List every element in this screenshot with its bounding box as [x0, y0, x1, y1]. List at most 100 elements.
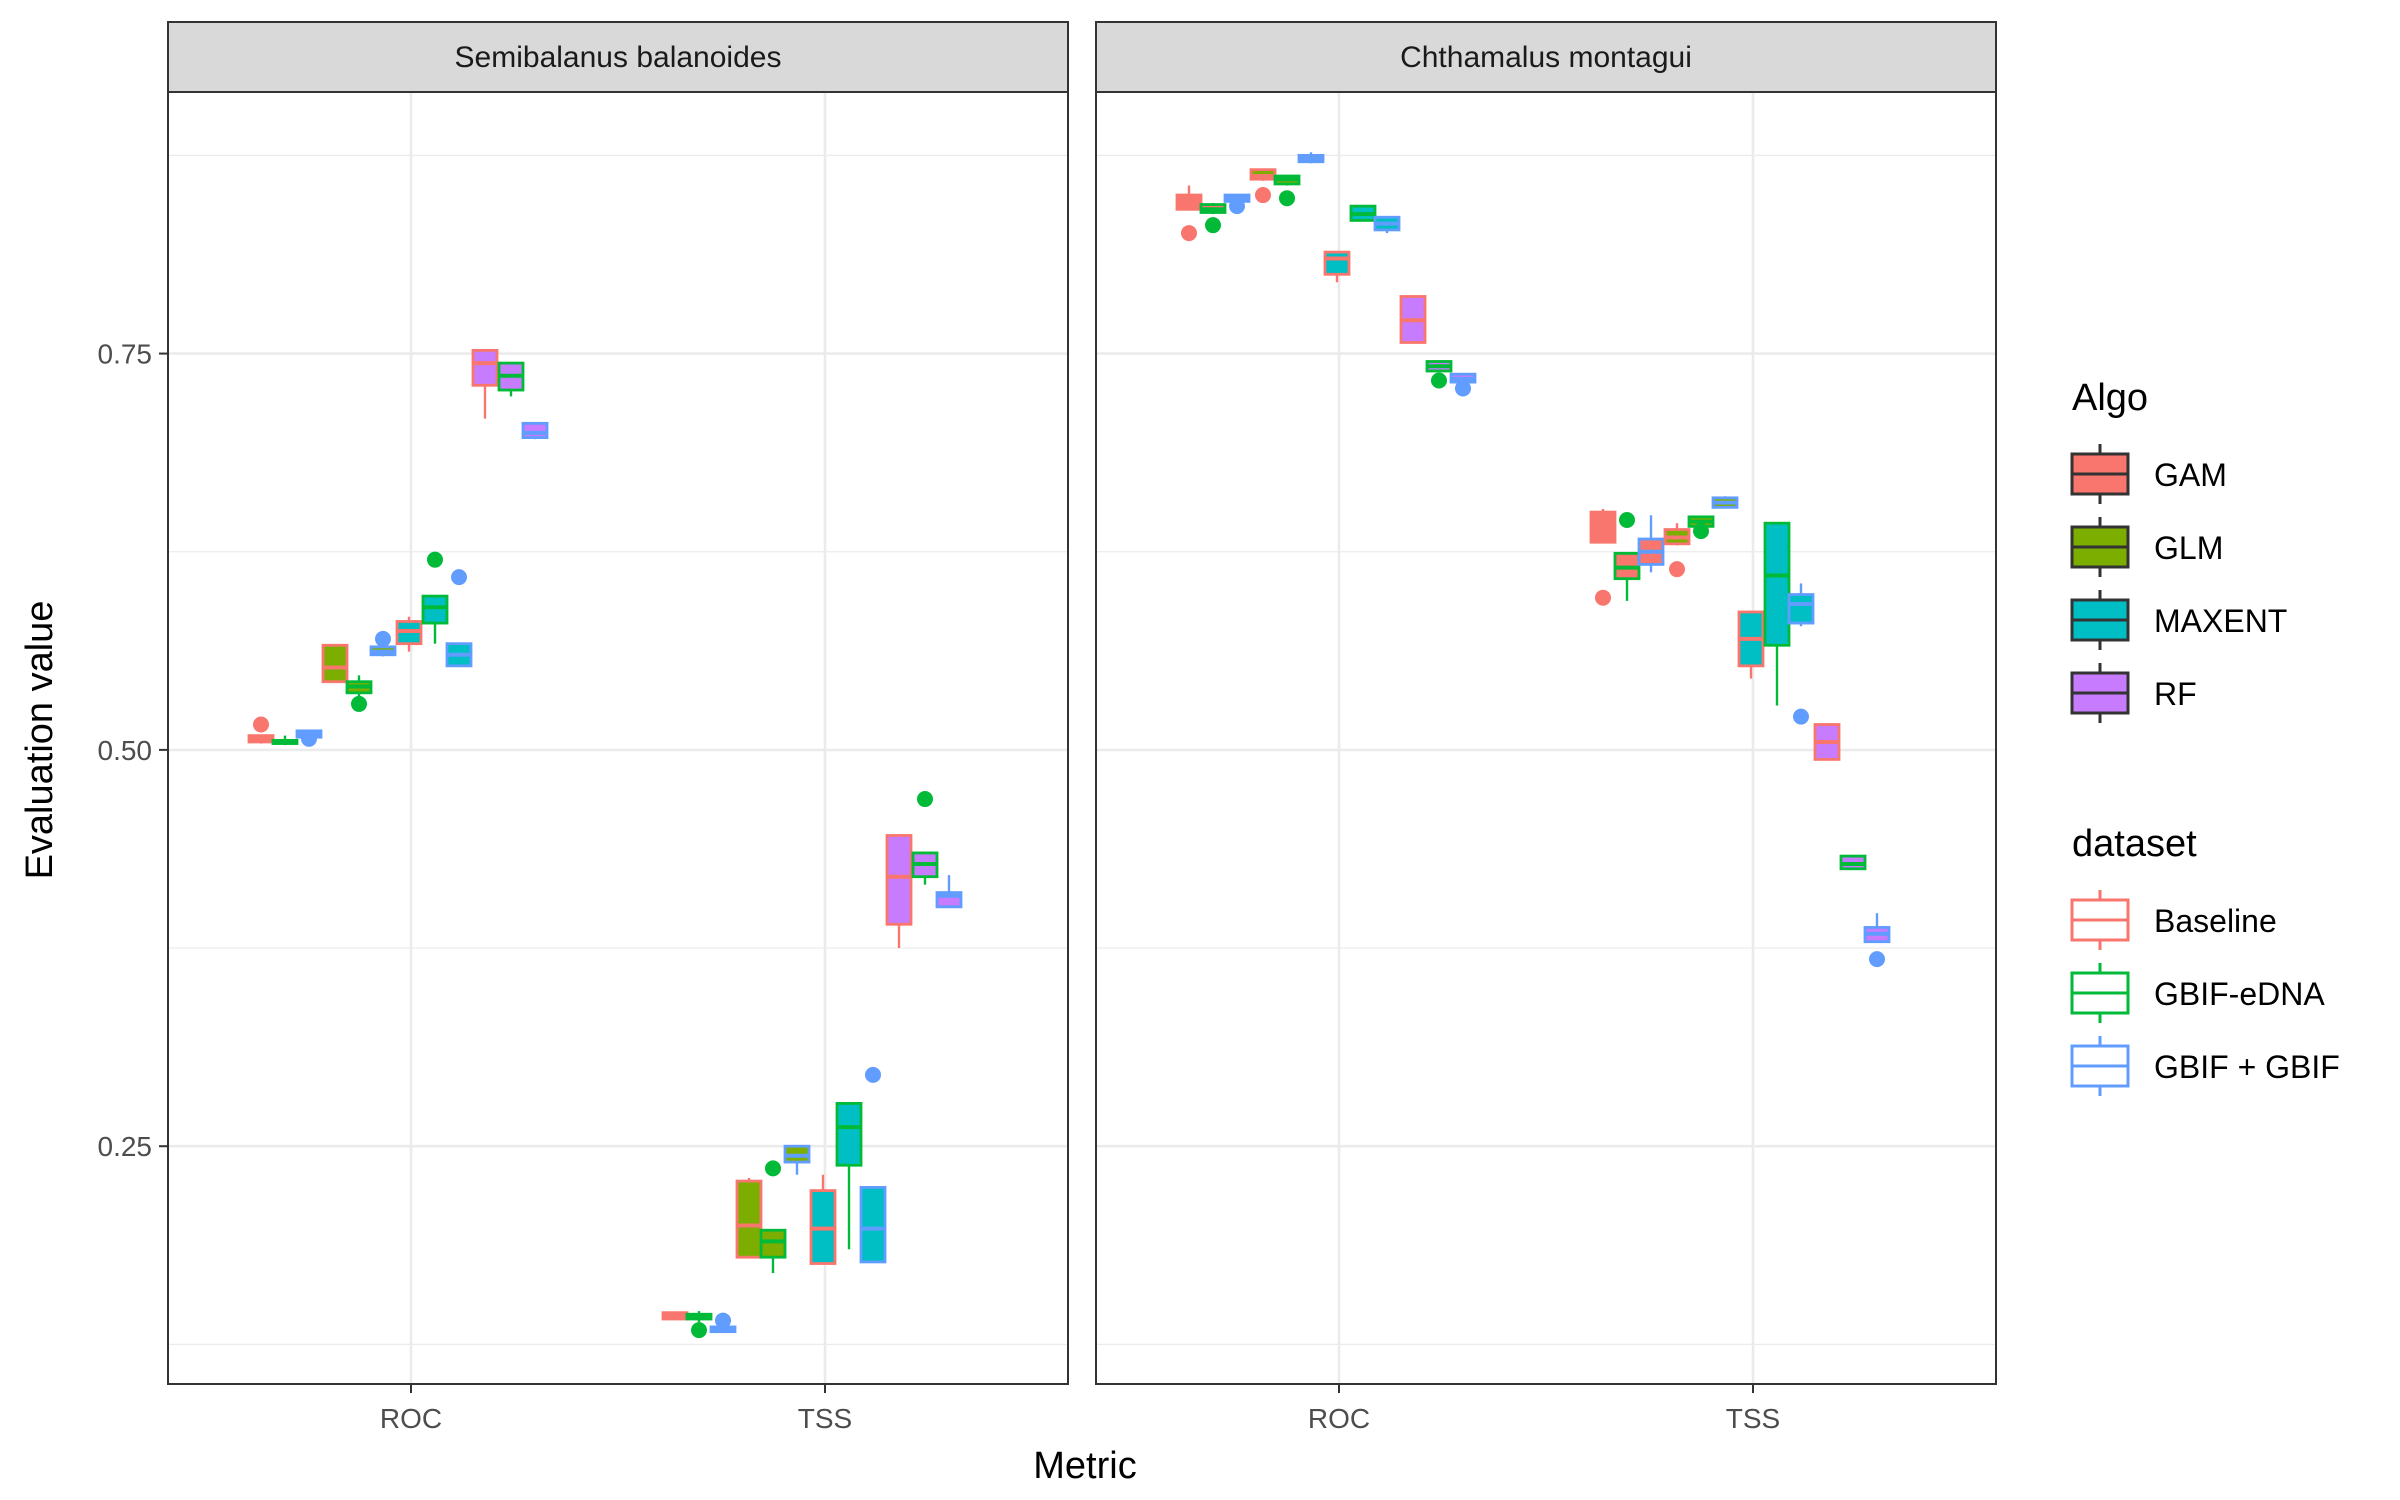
- box-roc-glm-baseline: [321, 643, 349, 684]
- legend-item-baseline: Baseline: [2070, 890, 2277, 950]
- box-tss-glm-gbif-gbif: [783, 1144, 811, 1175]
- panel-2: Chthamalus montagui ROC TSS: [1095, 21, 1997, 1434]
- box-tss-rf-baseline: [885, 834, 913, 949]
- strip-background: [167, 21, 1069, 93]
- box-roc-maxent-gbif-gbif: [445, 569, 473, 668]
- box-tss-rf-gbif-edna: [1839, 854, 1867, 871]
- box-outlier: [1205, 217, 1221, 234]
- box-roc-rf-gbif-edna: [497, 361, 525, 397]
- y-axis-title: Evaluation value: [19, 601, 61, 880]
- box-outlier: [1455, 380, 1471, 397]
- box-roc-maxent-gbif-edna: [421, 551, 449, 644]
- box-body: [421, 594, 449, 625]
- box-body: [1787, 593, 1815, 625]
- x-tick-label: TSS: [798, 1403, 852, 1434]
- y-tick-label: 0.25: [98, 1131, 153, 1162]
- legend-label: GBIF + GBIF: [2154, 1049, 2340, 1085]
- legend-label: MAXENT: [2154, 603, 2287, 639]
- box-roc-glm-gbif-gbif: [1297, 152, 1325, 164]
- box-outlier: [1595, 589, 1611, 606]
- panels-layer: Semibalanus balanoides ROC TSS 0.25 0.50 0.75…: [98, 21, 1997, 1434]
- box-tss-glm-baseline: [735, 1177, 763, 1259]
- box-outlier: [1255, 187, 1271, 204]
- box-roc-maxent-gbif-edna: [1349, 204, 1377, 222]
- box-tss-glm-baseline: [1663, 523, 1691, 578]
- y-tick-label: 0.75: [98, 339, 153, 370]
- box-tss-maxent-gbif-gbif: [1787, 583, 1815, 725]
- box-outlier: [765, 1160, 781, 1177]
- box-roc-rf-gbif-gbif: [1449, 372, 1477, 397]
- legend-label: GBIF-eDNA: [2154, 976, 2325, 1012]
- box-roc-gam-gbif-gbif: [295, 729, 323, 747]
- legend-item-rf: RF: [2070, 663, 2197, 723]
- panel-1: Semibalanus balanoides ROC TSS 0.25 0.50 0.75: [98, 21, 1069, 1434]
- legend: Algo GAM GLM MAXENT RF dataset Baseline GBIF…: [2070, 377, 2340, 1096]
- box-roc-maxent-baseline: [1323, 250, 1351, 283]
- strip-title: Semibalanus balanoides: [455, 41, 782, 74]
- box-outlier: [1229, 198, 1245, 215]
- box-body: [735, 1179, 763, 1259]
- legend-title-dataset: dataset: [2072, 823, 2197, 865]
- box-body: [859, 1186, 887, 1264]
- box-body: [1323, 250, 1351, 276]
- box-roc-glm-baseline: [1249, 168, 1277, 204]
- box-roc-rf-baseline: [471, 348, 499, 419]
- box-roc-rf-baseline: [1399, 295, 1427, 344]
- legend-item-gbif-gbif: GBIF + GBIF: [2070, 1036, 2340, 1096]
- box-outlier: [351, 695, 367, 712]
- box-roc-rf-gbif-gbif: [521, 421, 549, 440]
- panel-border: [1095, 91, 1997, 1385]
- box-roc-gam-baseline: [247, 716, 275, 744]
- panel-border: [167, 91, 1069, 1385]
- box-roc-rf-gbif-edna: [1425, 360, 1453, 389]
- box-outlier: [253, 716, 269, 733]
- box-tss-rf-gbif-edna: [911, 791, 939, 885]
- box-outlier: [917, 791, 933, 808]
- box-roc-gam-baseline: [1175, 185, 1203, 242]
- y-tick-label: 0.50: [98, 735, 153, 766]
- box-tss-gam-gbif-gbif: [1637, 515, 1665, 573]
- plot-background: [1096, 92, 1996, 1384]
- box-outlier: [1431, 372, 1447, 389]
- x-tick-label: ROC: [380, 1403, 442, 1434]
- box-outlier: [715, 1312, 731, 1329]
- box-roc-gam-gbif-edna: [271, 735, 299, 746]
- box-tss-maxent-gbif-edna: [1763, 521, 1791, 706]
- box-tss-gam-baseline: [1589, 508, 1617, 606]
- box-outlier: [1181, 225, 1197, 242]
- box-tss-gam-gbif-gbif: [709, 1312, 737, 1334]
- box-outlier: [1619, 512, 1635, 529]
- box-outlier: [427, 551, 443, 568]
- legend-label: GLM: [2154, 530, 2223, 566]
- legend-item-maxent: MAXENT: [2070, 590, 2287, 650]
- box-tss-glm-gbif-edna: [759, 1160, 787, 1274]
- x-tick-label: TSS: [1726, 1403, 1780, 1434]
- box-tss-gam-baseline: [661, 1311, 689, 1321]
- box-body: [1763, 521, 1791, 647]
- legend-label: Baseline: [2154, 903, 2277, 939]
- box-body: [1589, 510, 1617, 544]
- box-tss-rf-baseline: [1813, 723, 1841, 761]
- box-tss-glm-gbif-edna: [1687, 515, 1715, 540]
- legend-item-glm: GLM: [2070, 517, 2223, 577]
- legend-dataset-items: Baseline GBIF-eDNA GBIF + GBIF: [2070, 890, 2340, 1096]
- box-roc-maxent-baseline: [395, 616, 423, 652]
- box-outlier: [1793, 708, 1809, 725]
- box-tss-maxent-baseline: [809, 1174, 837, 1265]
- box-tss-rf-gbif-gbif: [1863, 913, 1891, 968]
- box-tss-gam-gbif-edna: [685, 1311, 713, 1339]
- legend-label: GAM: [2154, 457, 2227, 493]
- box-outlier: [865, 1066, 881, 1083]
- box-outlier: [1279, 190, 1295, 207]
- box-body: [759, 1228, 787, 1259]
- strip-background: [1095, 21, 1997, 93]
- box-roc-gam-gbif-edna: [1199, 202, 1227, 234]
- legend-item-gam: GAM: [2070, 444, 2227, 504]
- box-tss-gam-gbif-edna: [1613, 512, 1641, 601]
- box-body: [835, 1102, 863, 1167]
- box-roc-glm-gbif-edna: [345, 675, 373, 712]
- box-tss-glm-gbif-gbif: [1711, 496, 1739, 509]
- legend-algo-items: GAM GLM MAXENT RF: [2070, 444, 2287, 723]
- box-roc-glm-gbif-edna: [1273, 174, 1301, 207]
